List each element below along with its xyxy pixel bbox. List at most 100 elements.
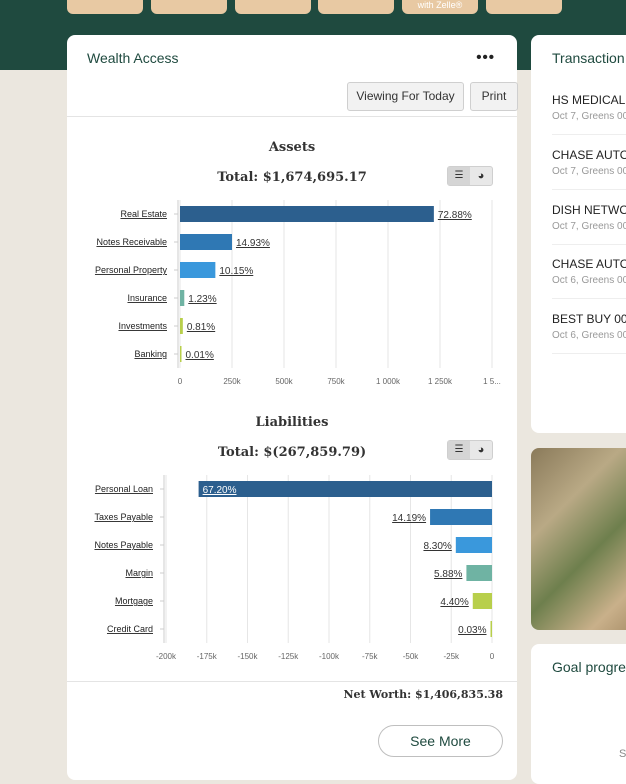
x-tick-label: 1 000k: [376, 377, 401, 386]
assets-total: Total: $1,674,695.17: [217, 170, 367, 185]
wealth-access-title: Wealth Access: [87, 50, 179, 66]
category-label[interactable]: Margin: [125, 568, 153, 578]
category-label[interactable]: Credit Card: [107, 624, 153, 634]
bar: [180, 346, 182, 362]
goal-progress-card: Goal progre S: [531, 644, 626, 784]
net-worth: Net Worth: $1,406,835.38: [343, 688, 503, 701]
x-tick-label: 750k: [327, 377, 345, 386]
transaction-item[interactable]: CHASE AUTO Oct 7, Greens 00: [552, 148, 626, 177]
data-label: 72.88%: [438, 210, 472, 221]
data-label: 14.93%: [236, 238, 270, 249]
transactions-title: Transaction: [552, 50, 625, 66]
assets-bar-chart: 0 250k 500k 750k 1 000k 1 250k 1 5... Real Esta…: [95, 200, 501, 386]
wealth-access-card: Wealth Access ••• Viewing For Today Prin…: [67, 35, 518, 780]
data-label: 5.88%: [434, 569, 462, 580]
data-label: 0.03%: [458, 625, 486, 636]
x-tick-label: -100k: [319, 652, 340, 661]
divider: [552, 244, 626, 245]
bar: [180, 262, 216, 278]
category-label[interactable]: Personal Property: [95, 265, 168, 275]
transaction-name: HS MEDICAL: [552, 93, 626, 107]
bar: [455, 537, 492, 553]
bar: [180, 234, 232, 250]
category-label[interactable]: Insurance: [127, 293, 167, 303]
transaction-date: Oct 6, Greens 00: [552, 330, 626, 341]
transaction-item[interactable]: HS MEDICAL Oct 7, Greens 00: [552, 93, 626, 122]
bar: [430, 509, 492, 525]
goal-progress-title: Goal progre: [552, 659, 626, 675]
category-label[interactable]: Notes Payable: [94, 540, 153, 550]
transaction-name: CHASE AUTO: [552, 148, 626, 162]
x-tick-label: -75k: [362, 652, 379, 661]
transaction-item[interactable]: BEST BUY 00 Oct 6, Greens 00: [552, 312, 626, 341]
x-tick-label: -50k: [403, 652, 420, 661]
more-options-icon[interactable]: •••: [476, 49, 495, 66]
transaction-date: Oct 7, Greens 00: [552, 221, 626, 232]
quick-action-3[interactable]: [235, 0, 311, 14]
x-tick-label: -200k: [156, 652, 177, 661]
data-label: 4.40%: [440, 597, 468, 608]
category-label[interactable]: Banking: [134, 349, 167, 359]
divider: [552, 134, 626, 135]
bar-chart-icon[interactable]: ☰: [448, 441, 470, 459]
category-label[interactable]: Investments: [118, 321, 167, 331]
transaction-name: DISH NETWO: [552, 203, 626, 217]
bar-chart-icon[interactable]: ☰: [448, 167, 470, 185]
category-label[interactable]: Real Estate: [120, 209, 167, 219]
assets-title: Assets: [268, 140, 316, 155]
bar: [180, 290, 185, 306]
transaction-name: CHASE AUTO: [552, 257, 626, 271]
liabilities-title: Liabilities: [255, 415, 329, 430]
x-tick-label: 0: [490, 652, 495, 661]
transaction-date: Oct 7, Greens 00: [552, 111, 626, 122]
transaction-date: Oct 6, Greens 00: [552, 275, 626, 286]
x-tick-label: 1 5...: [483, 377, 501, 386]
goal-partial-text: S: [619, 748, 626, 760]
viewing-for-today-button[interactable]: Viewing For Today: [347, 82, 464, 111]
pie-chart-icon[interactable]: ◕: [477, 170, 485, 182]
bar: [180, 318, 183, 334]
print-button[interactable]: Print: [470, 82, 518, 111]
data-label: 1.23%: [188, 294, 216, 305]
divider: [552, 189, 626, 190]
data-label: 0.01%: [186, 350, 214, 361]
category-label[interactable]: Notes Receivable: [96, 237, 167, 247]
transactions-card: Transaction HS MEDICAL Oct 7, Greens 00 …: [531, 35, 626, 433]
divider: [552, 353, 626, 354]
liabilities-total: Total: $(267,859.79): [217, 445, 367, 460]
category-label[interactable]: Mortgage: [115, 596, 153, 606]
bar: [466, 565, 492, 581]
x-tick-label: -150k: [237, 652, 258, 661]
data-label: 10.15%: [219, 266, 253, 277]
bar: [198, 481, 492, 497]
liabilities-chart-toggle: ☰ ◕: [447, 440, 493, 460]
transaction-date: Oct 7, Greens 00: [552, 166, 626, 177]
x-tick-label: -175k: [197, 652, 218, 661]
promo-image[interactable]: [531, 448, 626, 630]
divider: [67, 681, 517, 682]
bar: [490, 621, 492, 637]
data-label: 8.30%: [423, 541, 451, 552]
quick-action-2[interactable]: [151, 0, 227, 14]
x-tick-label: 1 250k: [428, 377, 453, 386]
quick-action-6[interactable]: [486, 0, 562, 14]
assets-chart-toggle: ☰ ◕: [447, 166, 493, 186]
data-label: 67.20%: [203, 485, 237, 496]
divider: [67, 116, 517, 117]
transaction-item[interactable]: CHASE AUTO Oct 6, Greens 00: [552, 257, 626, 286]
transaction-item[interactable]: DISH NETWO Oct 7, Greens 00: [552, 203, 626, 232]
category-label[interactable]: Taxes Payable: [94, 512, 153, 522]
category-label[interactable]: Personal Loan: [95, 484, 153, 494]
zelle-action[interactable]: with Zelle®: [402, 0, 478, 14]
quick-action-4[interactable]: [318, 0, 394, 14]
bar: [472, 593, 492, 609]
data-label: 0.81%: [187, 322, 215, 333]
data-label: 14.19%: [392, 513, 426, 524]
transaction-name: BEST BUY 00: [552, 312, 626, 326]
x-tick-label: -125k: [278, 652, 299, 661]
see-more-button[interactable]: See More: [378, 725, 503, 757]
pie-chart-icon[interactable]: ◕: [477, 444, 485, 456]
bar: [180, 206, 434, 222]
quick-action-1[interactable]: [67, 0, 143, 14]
x-tick-label: 0: [178, 377, 183, 386]
